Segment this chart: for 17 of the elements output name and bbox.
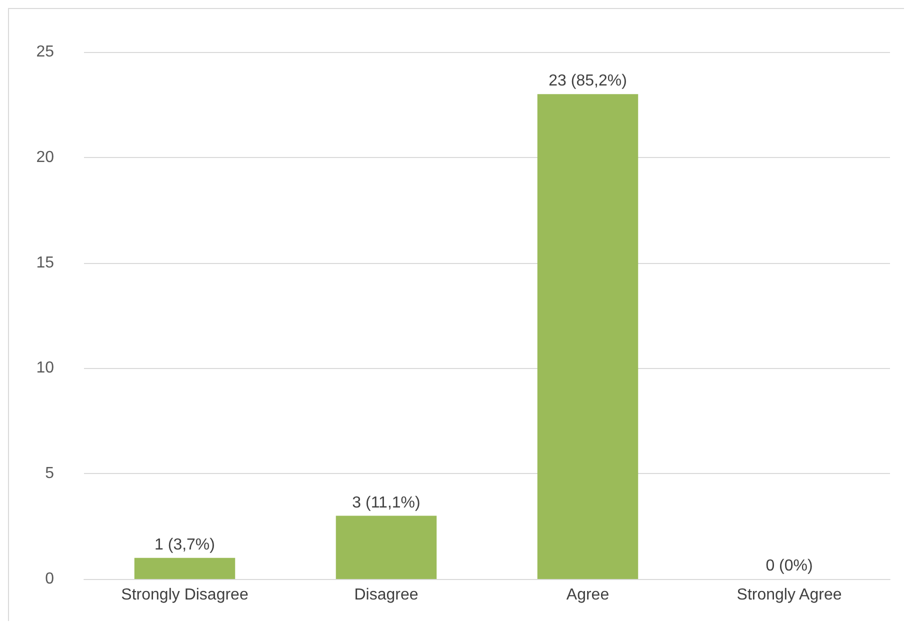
x-tick-label: Disagree [354,586,418,604]
x-tick-label: Strongly Disagree [121,586,248,604]
data-label: 0 (0%) [766,558,813,574]
y-tick-label: 15 [36,254,54,272]
data-label: 23 (85,2%) [548,72,627,90]
y-tick-label: 5 [45,465,54,482]
data-label: 1 (3,7%) [154,536,215,554]
x-tick-label: Strongly Agree [736,586,842,604]
y-tick-label: 10 [36,360,54,377]
y-tick-label: 25 [36,44,54,60]
y-tick-label: 20 [36,148,54,166]
bar [134,558,236,579]
y-tick-label: 0 [45,570,54,588]
bar [537,94,638,579]
data-label: 3 (11,1%) [352,494,420,512]
bar [336,516,437,579]
x-tick-label: Agree [566,586,610,604]
